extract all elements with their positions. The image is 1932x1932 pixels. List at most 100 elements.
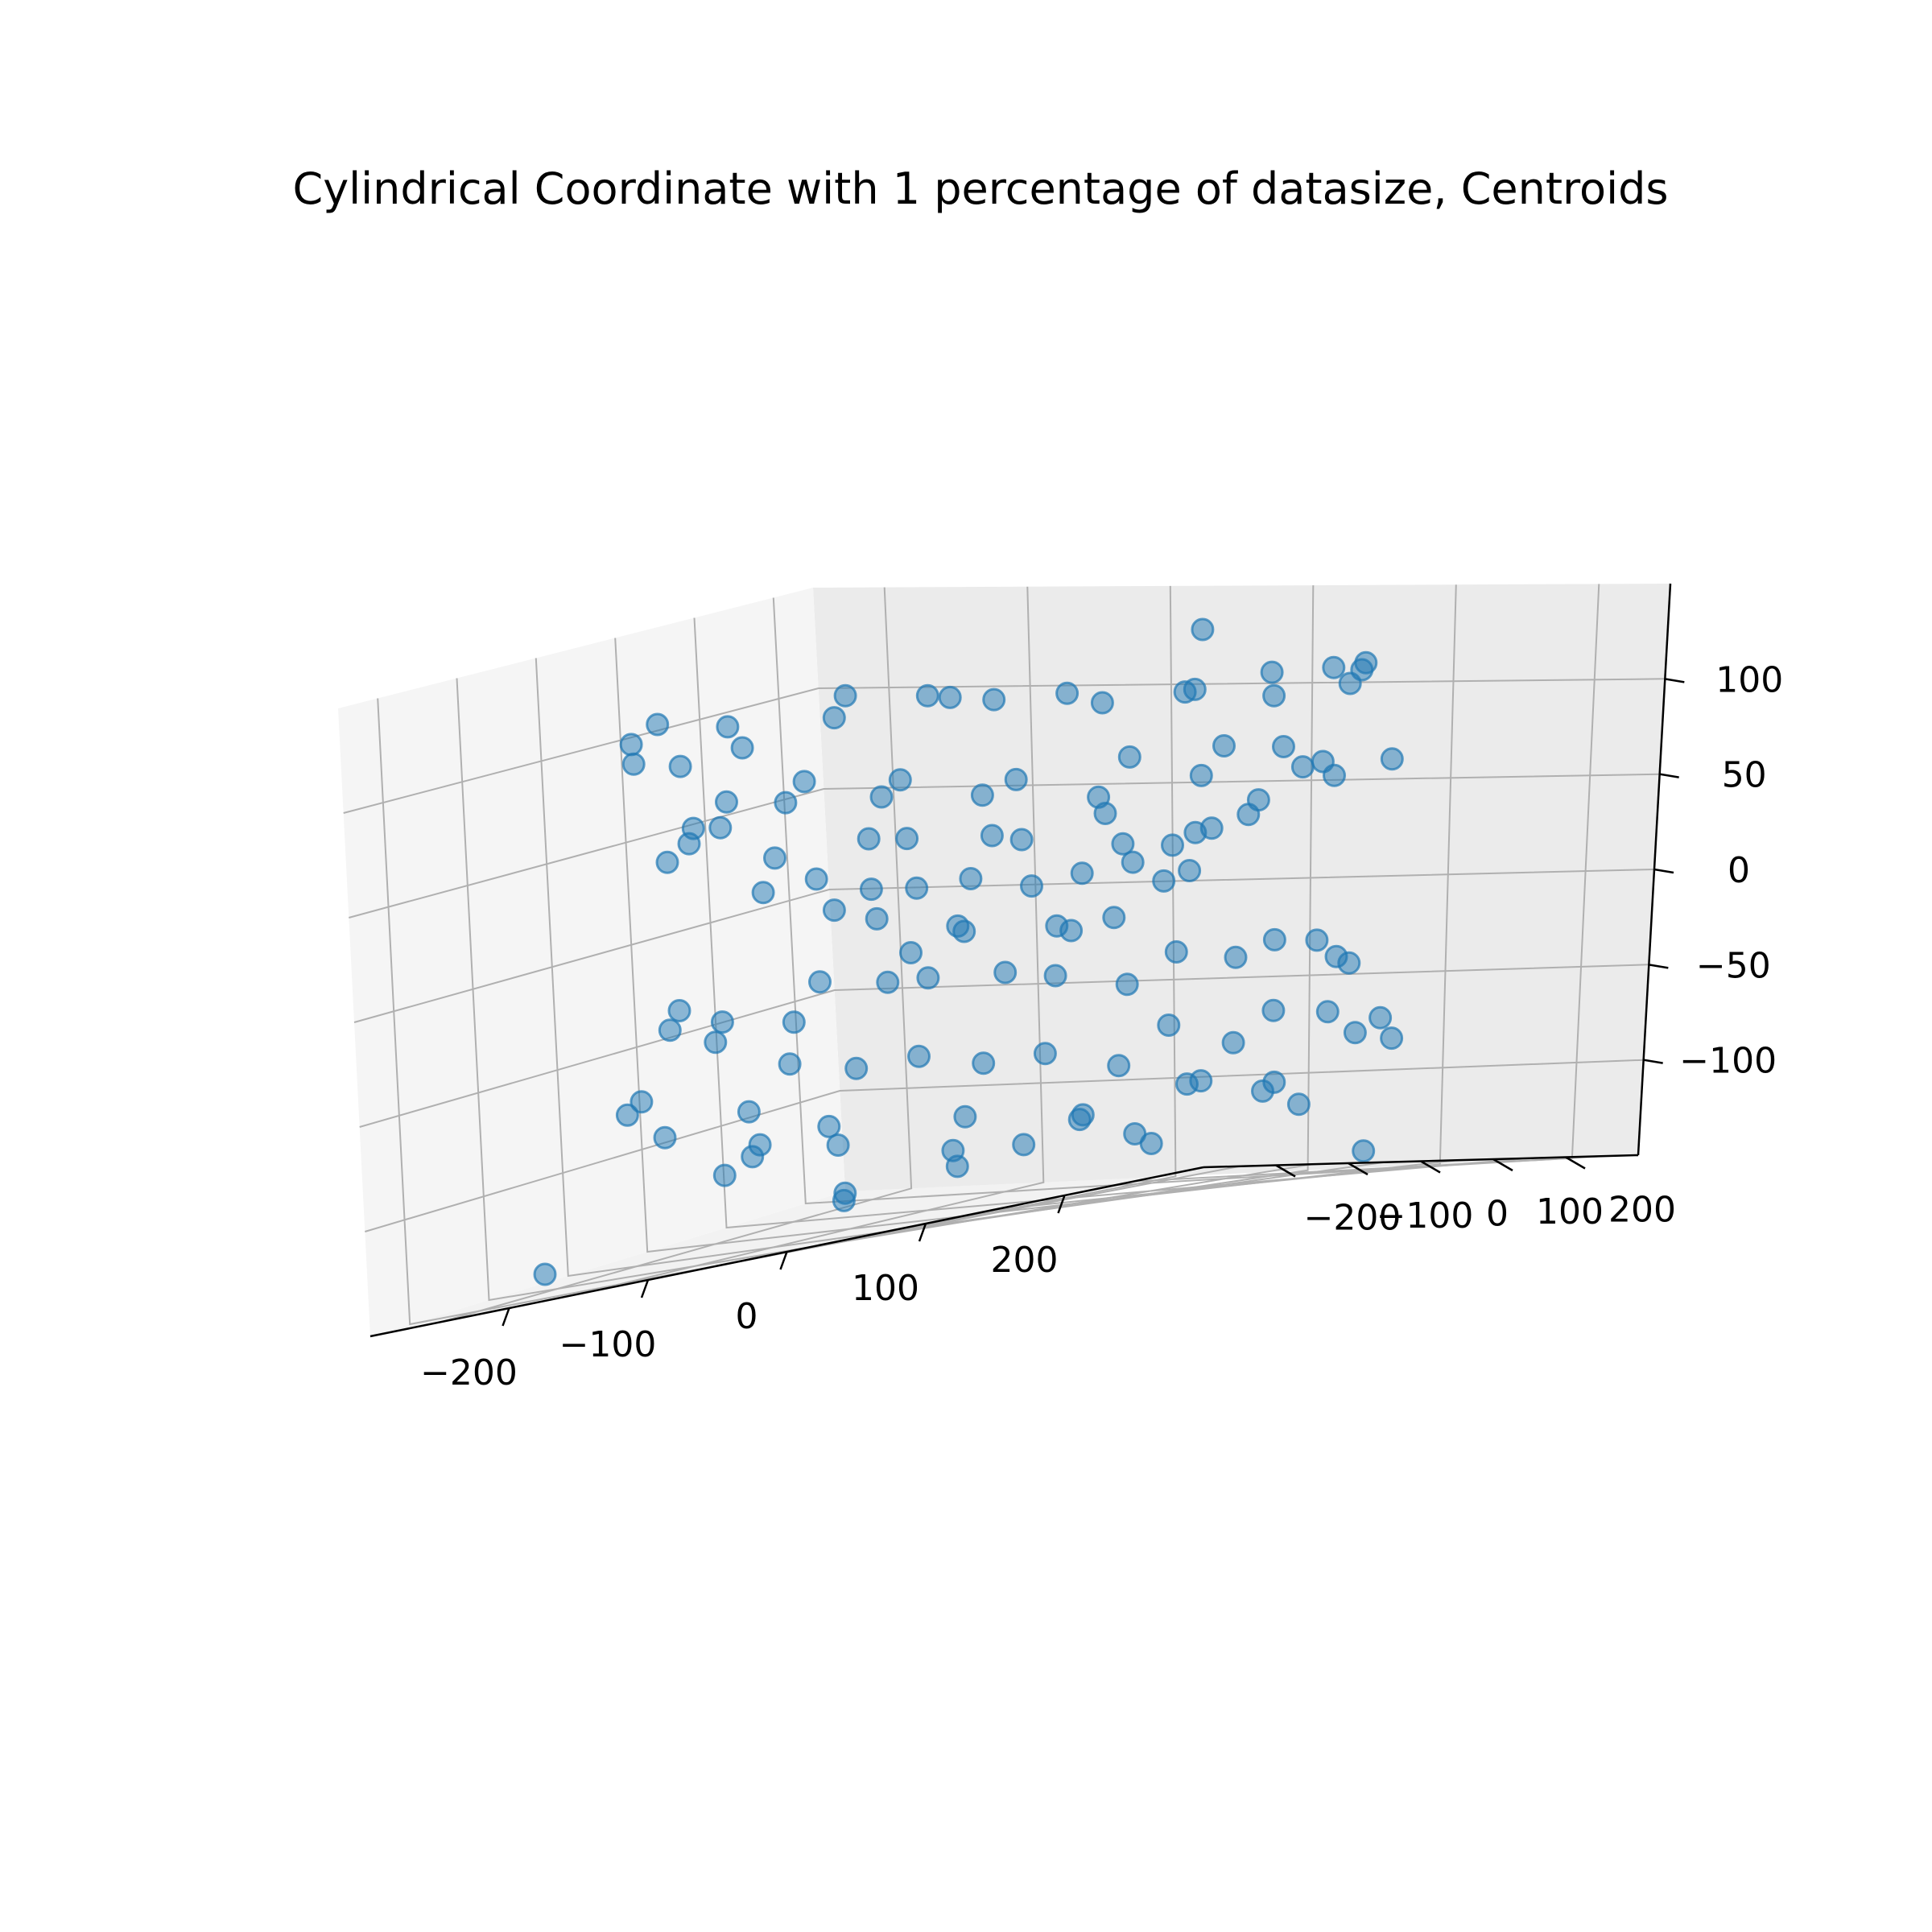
data-point (619, 733, 643, 757)
back-pane-y (813, 584, 1670, 1191)
x-tick (1057, 1195, 1066, 1214)
data-point (782, 1010, 806, 1034)
y-tick-label: −200 (1304, 1198, 1402, 1239)
data-point (658, 1018, 682, 1042)
data-point (655, 850, 679, 874)
x-tick-label: −200 (420, 1352, 518, 1393)
grid-line-z (349, 773, 1660, 919)
x-tick (779, 1251, 788, 1270)
data-point (952, 919, 976, 943)
data-point (1199, 816, 1224, 840)
data-point (899, 941, 923, 964)
data-point (1212, 734, 1236, 758)
data-point (712, 1163, 737, 1187)
data-point (1261, 998, 1286, 1022)
chart-title: Cylindrical Coordinate with 1 percentage… (292, 163, 1668, 214)
data-point (876, 970, 900, 994)
data-point (938, 685, 962, 709)
data-point (972, 1051, 996, 1075)
data-point (1368, 1005, 1393, 1030)
y-tick-label: 100 (1536, 1191, 1604, 1232)
x-tick (918, 1223, 927, 1242)
z-tick-label: −50 (1696, 945, 1771, 986)
data-point (1152, 869, 1176, 893)
data-point (1157, 1013, 1181, 1037)
data-point (1055, 681, 1080, 705)
data-point (708, 815, 733, 840)
back-pane-x (338, 588, 845, 1336)
data-point (993, 960, 1018, 985)
y-tick (1492, 1158, 1513, 1172)
data-point (1343, 1021, 1367, 1045)
data-point (941, 1138, 965, 1162)
data-point (832, 1188, 856, 1212)
axis-lines (369, 583, 1685, 1338)
scatter-points (533, 617, 1404, 1286)
data-point (1111, 832, 1135, 856)
data-point (751, 881, 775, 905)
y-tick (1348, 1162, 1368, 1176)
y-tick-label: 0 (1486, 1194, 1509, 1235)
data-point (1380, 747, 1404, 771)
axis-panes (338, 584, 1670, 1336)
data-point (778, 1052, 802, 1076)
data-point (1090, 691, 1114, 715)
x-tick (502, 1307, 510, 1327)
data-point (916, 966, 940, 990)
data-point (737, 1100, 761, 1124)
data-point (1020, 874, 1043, 898)
data-point (859, 877, 883, 902)
x-tick-label: 0 (736, 1296, 758, 1337)
grid-line-z (353, 869, 1655, 1023)
data-point (869, 785, 894, 809)
data-point (1070, 861, 1094, 886)
data-point (905, 876, 929, 900)
data-point (1102, 906, 1126, 930)
data-point (677, 832, 701, 856)
z-tick-label: 100 (1715, 659, 1783, 700)
data-point (959, 867, 983, 890)
data-point (1380, 1026, 1404, 1051)
data-point (621, 752, 646, 776)
data-point (730, 736, 754, 760)
data-point (1189, 763, 1213, 787)
z-tick (1643, 1059, 1663, 1064)
data-point (1009, 828, 1034, 852)
data-point (1322, 655, 1346, 679)
data-point (1286, 1092, 1311, 1117)
data-point (1191, 617, 1215, 642)
z-tick-label: 0 (1728, 850, 1750, 891)
data-point (533, 1262, 557, 1286)
data-point (1260, 660, 1284, 684)
data-point (1337, 951, 1361, 975)
data-point (804, 867, 828, 891)
z-tick (1653, 868, 1674, 874)
z-tick-label: 50 (1722, 755, 1767, 796)
data-point (844, 1056, 869, 1080)
data-point (1178, 859, 1202, 882)
data-point (857, 827, 881, 851)
data-point (822, 706, 846, 730)
data-point (888, 768, 912, 792)
data-point (1224, 945, 1248, 969)
data-point (817, 1114, 841, 1138)
data-point (822, 898, 846, 923)
data-point (1262, 927, 1286, 952)
data-point (1221, 1030, 1245, 1055)
data-point (865, 906, 889, 931)
grid-line-z (365, 1059, 1644, 1232)
data-point (748, 1133, 772, 1157)
data-point (668, 754, 692, 778)
data-point (1012, 1133, 1036, 1157)
y-tick-label: 200 (1608, 1190, 1676, 1231)
data-point (1262, 683, 1286, 708)
data-point (1161, 833, 1184, 857)
data-point (646, 712, 670, 737)
data-point (1059, 919, 1084, 943)
data-point (704, 1030, 728, 1055)
x-tick (640, 1279, 650, 1298)
data-point (907, 1044, 931, 1068)
x-tick-label: −100 (559, 1324, 657, 1365)
data-point (970, 783, 994, 807)
